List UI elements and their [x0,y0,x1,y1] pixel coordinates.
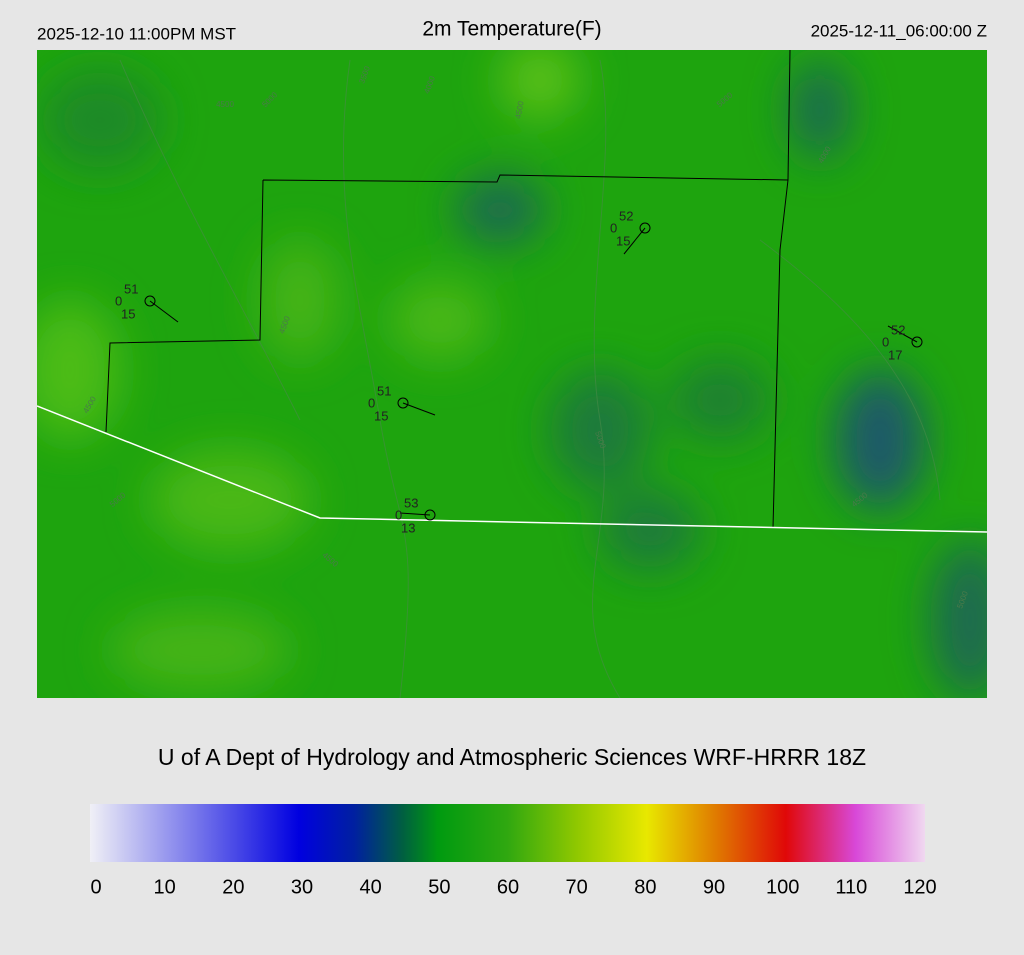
station-temperature: 52 [619,208,633,223]
credit: U of A Dept of Hydrology and Atmospheric… [158,744,866,770]
contour-label: 4500 [216,100,234,109]
colorbar-tick-label: 80 [634,876,656,898]
colorbar-tick-label: 110 [835,876,867,898]
station-marker [397,397,409,409]
colorbar-tick-label: 20 [222,876,244,898]
colorbar-tick-label: 60 [497,876,519,898]
station-temperature: 51 [377,383,391,398]
colorbar [90,804,925,862]
station-pressure: 0 [882,334,889,349]
station-marker [424,509,436,521]
station-dewpoint: 15 [374,408,388,423]
colorbar-tick-label: 70 [566,876,588,898]
colorbar-tick-label: 90 [703,876,725,898]
wind-barb [623,227,646,255]
station-temperature: 52 [891,322,905,337]
station-pressure: 0 [368,395,375,410]
station-marker [639,222,651,234]
station-dewpoint: 17 [888,347,902,362]
utc-time: 2025-12-11_06:00:00 Z [811,21,987,40]
colorbar-tick-label: 100 [766,876,799,898]
station-dewpoint: 15 [616,233,630,248]
colorbar-tick-label: 40 [360,876,382,898]
wind-barb [887,325,918,343]
station-temperature: 53 [404,495,418,510]
colorbar-tick-label: 10 [154,876,176,898]
station-pressure: 0 [395,507,402,522]
colorbar-tick-label: 50 [428,876,450,898]
station-temperature: 51 [124,281,138,296]
station-dewpoint: 15 [121,306,135,321]
colorbar-tick-label: 30 [291,876,313,898]
station-marker [144,295,156,307]
local-time: 2025-12-10 11:00PM MST [37,24,236,43]
station-pressure: 0 [610,220,617,235]
map-title: 2m Temperature(F) [422,18,601,41]
colorbar-tick-label: 120 [903,876,936,898]
colorbar-tick-label: 0 [90,876,101,898]
station-marker [911,336,923,348]
station-dewpoint: 13 [401,520,415,535]
wind-barb [149,300,179,323]
station-pressure: 0 [115,293,122,308]
contour-label: 4500 [514,100,526,120]
wind-barb [402,402,436,416]
